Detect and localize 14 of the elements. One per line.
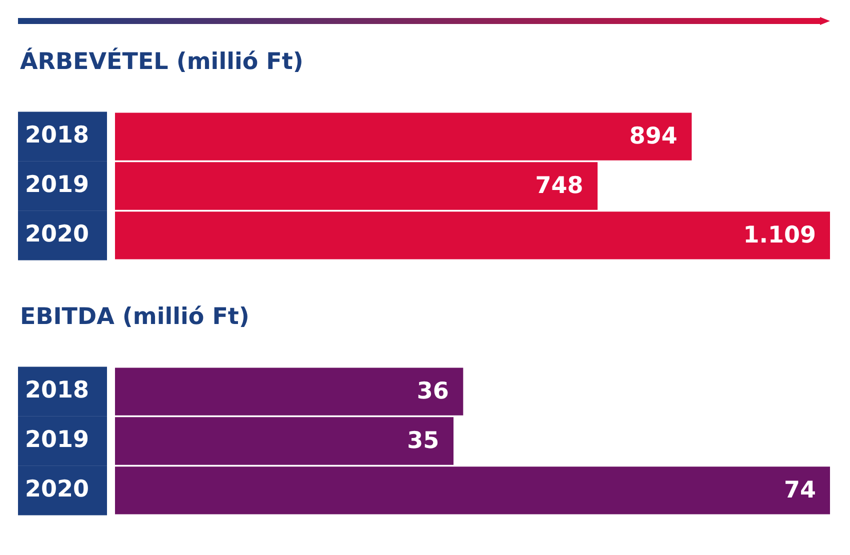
data-label: 35 <box>407 428 440 454</box>
y-tick-label: 2018 <box>24 122 89 148</box>
chart-title: EBITDA (millió Ft) <box>19 303 250 332</box>
data-label: 748 <box>535 172 584 199</box>
y-tick-label: 2019 <box>24 172 89 198</box>
data-label: 894 <box>629 124 678 150</box>
y-tick-label: 2018 <box>24 378 89 404</box>
y-tick-label: 2019 <box>24 426 89 453</box>
chart-title: ÁRBEVÉTEL (millió Ft) <box>19 46 304 77</box>
data-label: 1.109 <box>743 222 816 248</box>
y-tick-label: 2020 <box>24 476 89 502</box>
y-tick-label: 2020 <box>24 221 89 248</box>
data-label: 36 <box>416 378 449 404</box>
data-label: 74 <box>784 477 816 504</box>
